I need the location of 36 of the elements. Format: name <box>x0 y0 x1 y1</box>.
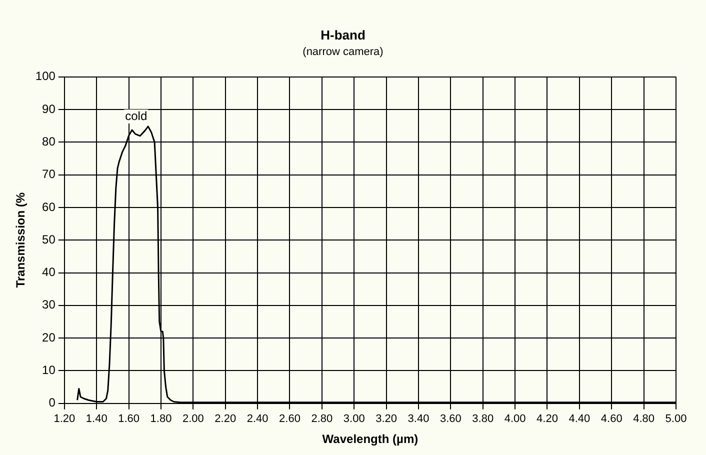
x-axis-title: Wavelength (µm) <box>322 432 418 446</box>
x-tick-label: 4.40 <box>568 413 590 426</box>
annotation: cold <box>125 108 148 123</box>
x-tick-label: 1.80 <box>150 413 172 426</box>
x-tick-label: 2.60 <box>279 413 300 426</box>
y-tick-label: 60 <box>42 200 56 214</box>
x-tick-label: 4.20 <box>536 413 558 426</box>
x-tick-label: 3.00 <box>343 413 365 426</box>
y-tick-label: 90 <box>42 102 56 116</box>
x-tick-label: 3.80 <box>472 413 494 426</box>
y-tick-label: 40 <box>42 265 56 280</box>
x-tick-label: 2.80 <box>311 413 333 426</box>
y-tick-label: 80 <box>42 134 56 148</box>
x-tick-label: 3.20 <box>376 413 398 426</box>
x-tick-label: 1.40 <box>86 413 108 426</box>
y-tick-label: 50 <box>42 232 56 246</box>
x-tick-label: 2.40 <box>246 413 268 426</box>
x-tick-label: 1.20 <box>54 413 76 426</box>
y-tick-label: 0 <box>48 396 56 410</box>
y-tick-label: 30 <box>42 298 56 312</box>
y-tick-label: 20 <box>42 330 56 344</box>
x-tick-label: 5.00 <box>665 413 687 426</box>
x-tick-label: 3.60 <box>440 413 462 426</box>
y-axis-title: Transmission (% <box>14 192 28 288</box>
x-tick-label: 4.60 <box>600 413 622 426</box>
x-tick-label: 2.20 <box>214 413 236 426</box>
y-tick-label: 70 <box>42 167 56 182</box>
x-tick-label: 3.40 <box>408 413 430 426</box>
x-tick-label: 2.00 <box>182 413 204 426</box>
chart-title: H-band <box>320 27 366 42</box>
y-tick-label: 100 <box>35 69 56 84</box>
x-tick-label: 4.80 <box>633 413 655 426</box>
x-tick-label: 4.00 <box>504 413 526 426</box>
y-tick-label: 10 <box>42 363 56 378</box>
chart-subtitle: (narrow camera) <box>302 46 384 58</box>
x-tick-label: 1.60 <box>118 413 140 426</box>
